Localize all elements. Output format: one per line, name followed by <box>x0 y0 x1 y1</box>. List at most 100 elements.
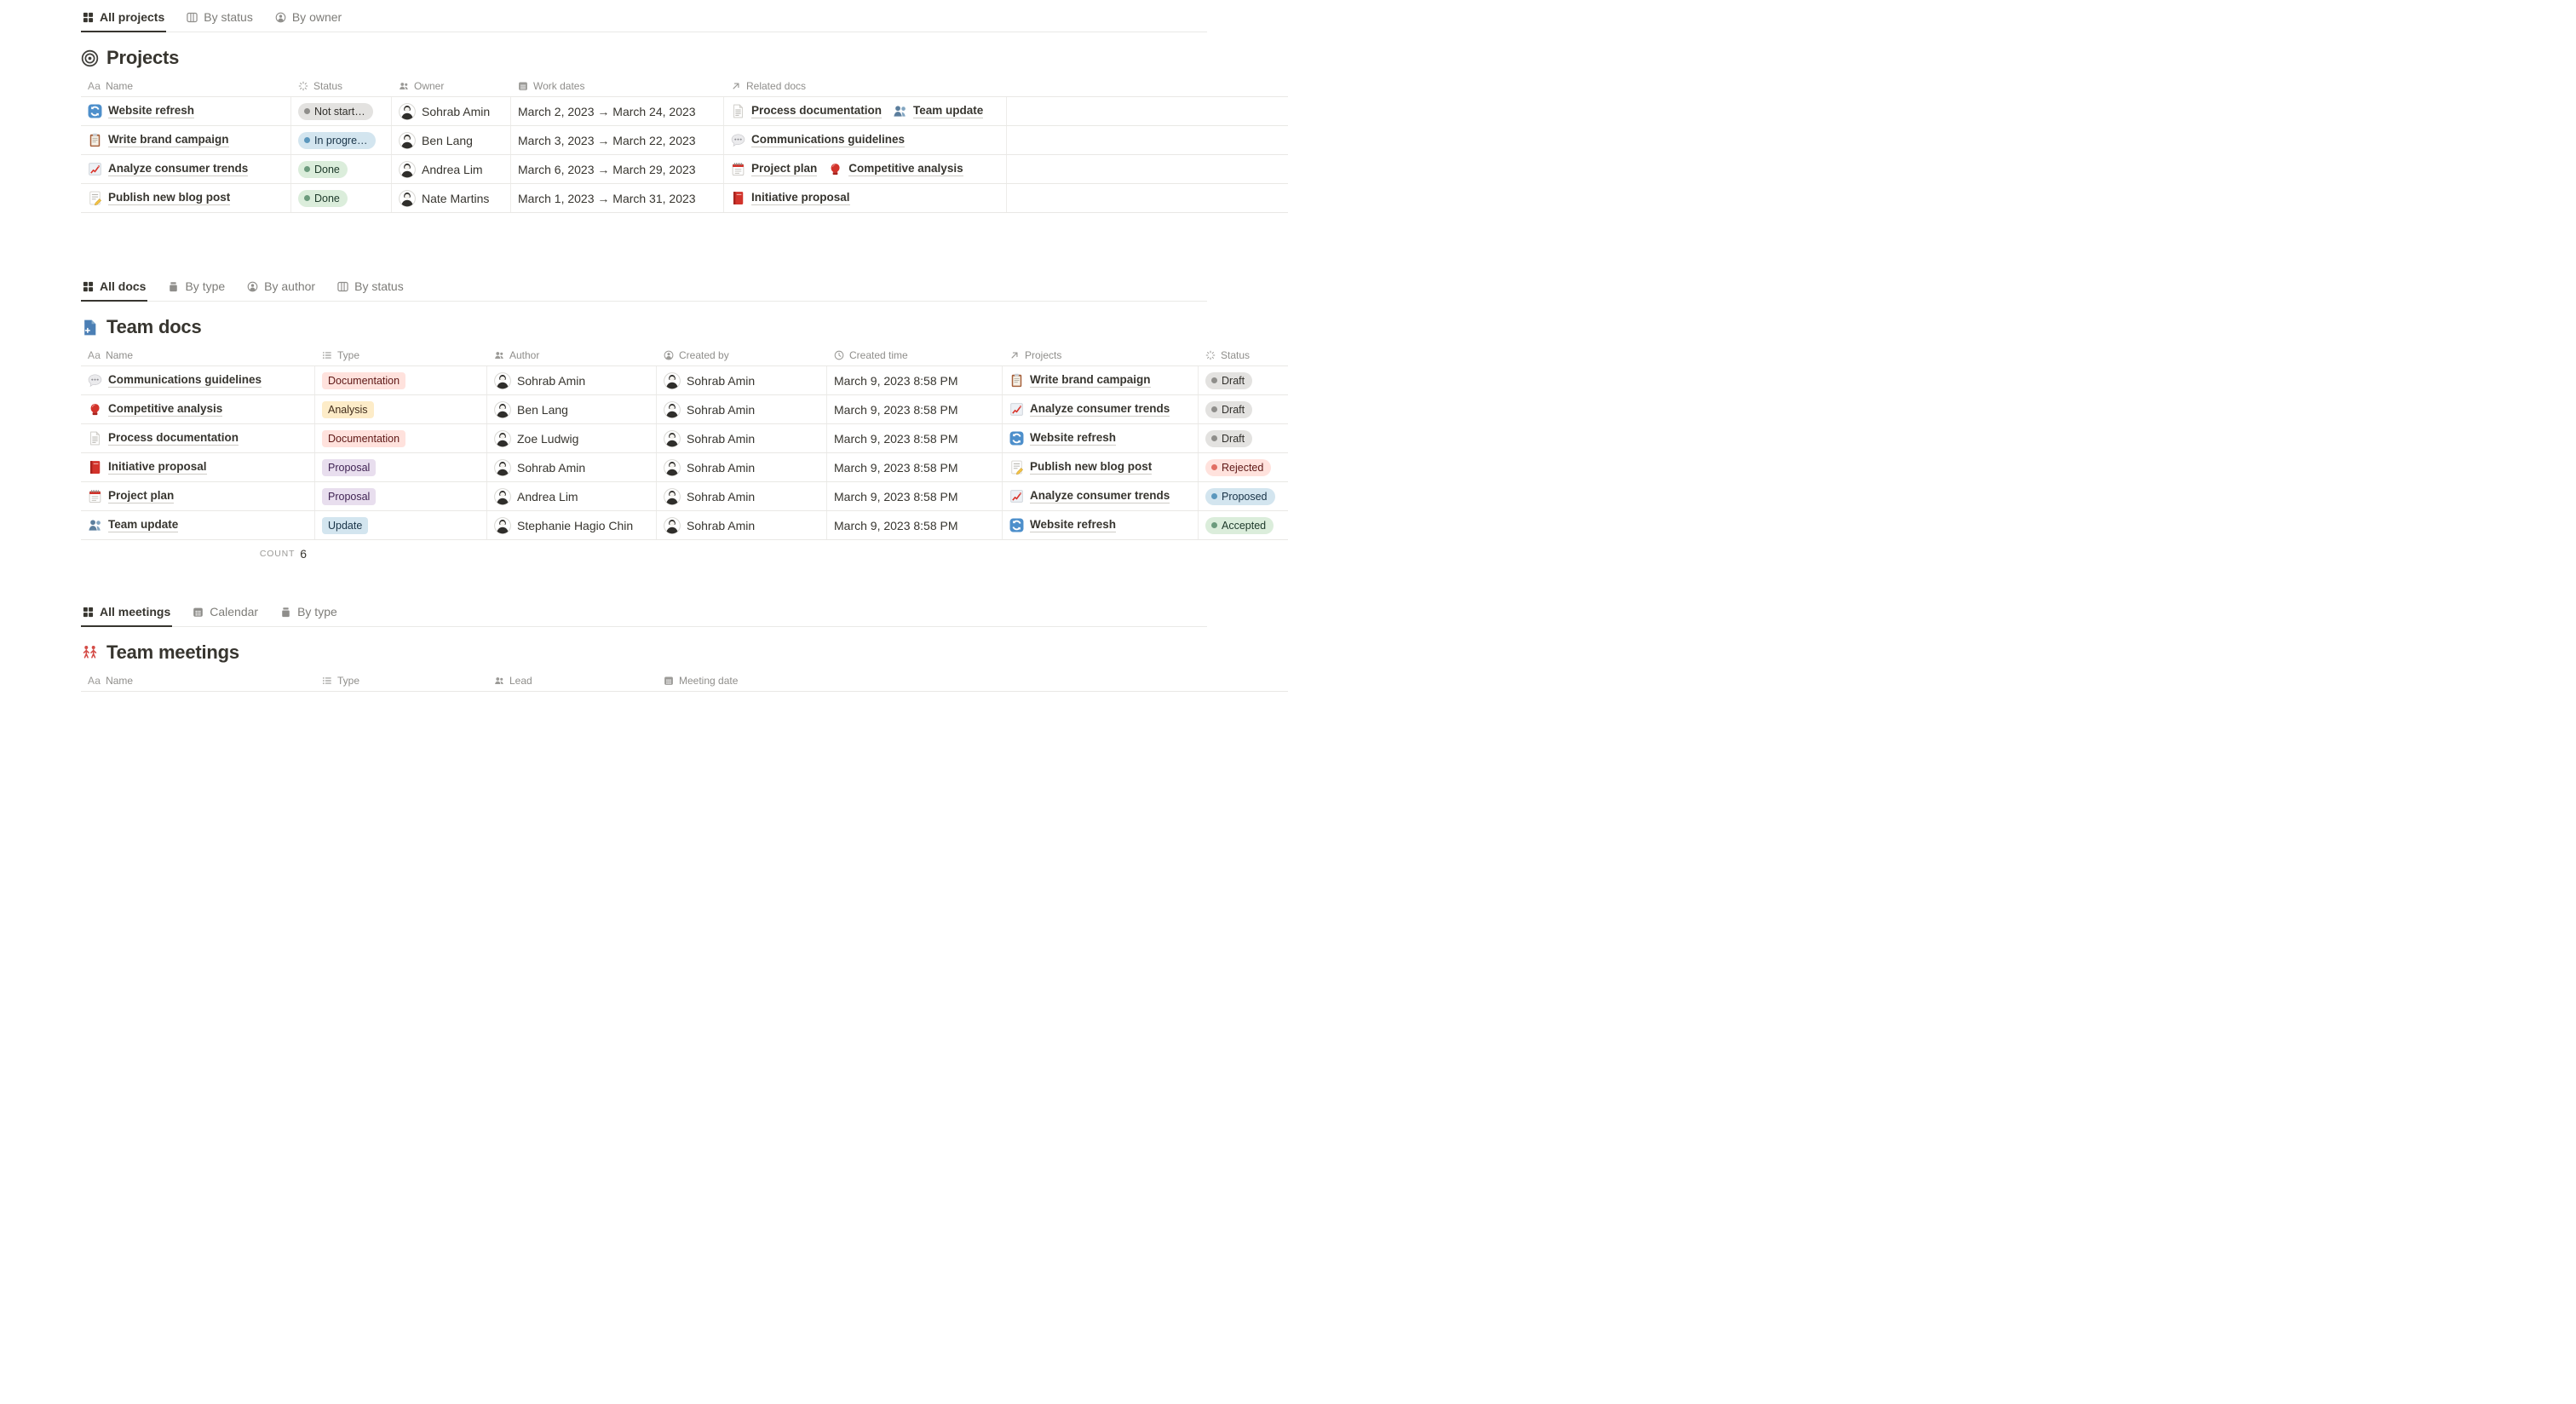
page-link[interactable]: Initiative proposal <box>108 460 207 475</box>
tab-all-docs[interactable]: All docs <box>81 274 148 302</box>
name-cell[interactable]: Competitive analysis <box>81 395 315 423</box>
name-cell[interactable]: Team update <box>81 511 315 539</box>
work-dates-cell[interactable]: March 2, 2023 → March 24, 2023 <box>511 97 724 125</box>
status-cell[interactable]: Rejected <box>1199 453 1288 481</box>
name-cell[interactable]: Communications guidelines <box>81 366 315 394</box>
tab-calendar[interactable]: Calendar <box>191 600 260 627</box>
work-dates-cell[interactable]: March 3, 2023 → March 22, 2023 <box>511 126 724 154</box>
relation-link[interactable]: Competitive analysis <box>828 162 963 176</box>
name-cell[interactable]: Website refresh <box>81 97 291 125</box>
author-cell[interactable]: Sohrab Amin <box>487 366 657 394</box>
projects-cell[interactable]: Analyze consumer trends <box>1003 482 1199 510</box>
related-docs-cell[interactable]: Project plan Competitive analysis <box>724 155 1007 183</box>
tab-by-status[interactable]: By status <box>336 274 405 302</box>
owner-cell[interactable]: Sohrab Amin <box>392 97 511 125</box>
owner-cell[interactable]: Nate Martins <box>392 184 511 212</box>
relation-link[interactable]: Website refresh <box>1009 518 1117 532</box>
tab-all-meetings[interactable]: All meetings <box>81 600 173 627</box>
projects-cell[interactable]: Website refresh <box>1003 511 1199 539</box>
name-cell[interactable]: Project plan <box>81 482 315 510</box>
tab-by-type[interactable]: By type <box>279 600 339 627</box>
column-header-meeting-date[interactable]: Meeting date <box>657 670 827 691</box>
status-cell[interactable]: Proposed <box>1199 482 1288 510</box>
related-docs-cell[interactable]: Process documentation Team update <box>724 97 1007 125</box>
author-cell[interactable]: Zoe Ludwig <box>487 424 657 452</box>
page-link[interactable]: Project plan <box>108 489 175 503</box>
page-link[interactable]: Analyze consumer trends <box>108 162 249 176</box>
relation-link[interactable]: Process documentation <box>731 104 883 118</box>
status-cell[interactable]: Done <box>291 184 392 212</box>
projects-db-title[interactable]: Projects <box>81 44 1288 72</box>
author-cell[interactable]: Sohrab Amin <box>487 453 657 481</box>
projects-cell[interactable]: Website refresh <box>1003 424 1199 452</box>
status-cell[interactable]: Draft <box>1199 395 1288 423</box>
author-cell[interactable]: Stephanie Hagio Chin <box>487 511 657 539</box>
work-dates-cell[interactable]: March 6, 2023 → March 29, 2023 <box>511 155 724 183</box>
status-cell[interactable]: In progre… <box>291 126 392 154</box>
column-header-status[interactable]: Status <box>1199 344 1288 365</box>
page-link[interactable]: Communications guidelines <box>108 373 262 388</box>
count-aggregate[interactable]: COUNT 6 <box>81 540 315 567</box>
relation-link[interactable]: Website refresh <box>1009 431 1117 446</box>
tab-by-owner[interactable]: By owner <box>273 5 343 32</box>
related-docs-cell[interactable]: Initiative proposal <box>724 184 1007 212</box>
author-cell[interactable]: Andrea Lim <box>487 482 657 510</box>
created-by-cell[interactable]: Sohrab Amin <box>657 453 827 481</box>
column-header-type[interactable]: Type <box>315 344 487 365</box>
team-docs-db-title[interactable]: Team docs <box>81 314 1288 341</box>
column-header-lead[interactable]: Lead <box>487 670 657 691</box>
tab-by-type[interactable]: By type <box>166 274 227 302</box>
relation-link[interactable]: Communications guidelines <box>731 133 906 147</box>
created-time-cell[interactable]: March 9, 2023 8:58 PM <box>827 395 1003 423</box>
tab-by-author[interactable]: By author <box>245 274 317 302</box>
name-cell[interactable]: Analyze consumer trends <box>81 155 291 183</box>
relation-link[interactable]: Analyze consumer trends <box>1009 402 1170 417</box>
projects-cell[interactable]: Analyze consumer trends <box>1003 395 1199 423</box>
name-cell[interactable]: Initiative proposal <box>81 453 315 481</box>
created-by-cell[interactable]: Sohrab Amin <box>657 482 827 510</box>
column-header-owner[interactable]: Owner <box>392 75 511 96</box>
column-header-related-docs[interactable]: Related docs <box>724 75 1007 96</box>
name-cell[interactable]: Publish new blog post <box>81 184 291 212</box>
created-time-cell[interactable]: March 9, 2023 8:58 PM <box>827 482 1003 510</box>
column-header-name[interactable]: Aa Name <box>88 348 134 361</box>
tab-all-projects[interactable]: All projects <box>81 5 167 32</box>
author-cell[interactable]: Ben Lang <box>487 395 657 423</box>
page-link[interactable]: Team update <box>108 518 179 532</box>
column-header-created-by[interactable]: Created by <box>657 344 827 365</box>
type-cell[interactable]: Proposal <box>315 482 487 510</box>
owner-cell[interactable]: Ben Lang <box>392 126 511 154</box>
created-time-cell[interactable]: March 9, 2023 8:58 PM <box>827 366 1003 394</box>
column-header-type[interactable]: Type <box>315 670 487 691</box>
created-time-cell[interactable]: March 9, 2023 8:58 PM <box>827 424 1003 452</box>
relation-link[interactable]: Publish new blog post <box>1009 460 1153 475</box>
type-cell[interactable]: Proposal <box>315 453 487 481</box>
page-link[interactable]: Process documentation <box>108 431 239 446</box>
column-header-author[interactable]: Author <box>487 344 657 365</box>
created-time-cell[interactable]: March 9, 2023 8:58 PM <box>827 453 1003 481</box>
name-cell[interactable]: Process documentation <box>81 424 315 452</box>
relation-link[interactable]: Team update <box>893 104 984 118</box>
created-time-cell[interactable]: March 9, 2023 8:58 PM <box>827 511 1003 539</box>
column-header-name[interactable]: Aa Name <box>88 79 134 92</box>
name-cell[interactable]: Write brand campaign <box>81 126 291 154</box>
projects-cell[interactable]: Publish new blog post <box>1003 453 1199 481</box>
page-link[interactable]: Website refresh <box>108 104 195 118</box>
column-header-created-time[interactable]: Created time <box>827 344 1003 365</box>
projects-cell[interactable]: Write brand campaign <box>1003 366 1199 394</box>
tab-by-status[interactable]: By status <box>185 5 255 32</box>
relation-link[interactable]: Analyze consumer trends <box>1009 489 1170 503</box>
status-cell[interactable]: Not start… <box>291 97 392 125</box>
page-link[interactable]: Publish new blog post <box>108 191 231 205</box>
relation-link[interactable]: Initiative proposal <box>731 191 850 205</box>
column-header-projects[interactable]: Projects <box>1003 344 1199 365</box>
status-cell[interactable]: Draft <box>1199 366 1288 394</box>
column-header-name[interactable]: Aa Name <box>88 674 134 687</box>
page-link[interactable]: Write brand campaign <box>108 133 229 147</box>
created-by-cell[interactable]: Sohrab Amin <box>657 424 827 452</box>
status-cell[interactable]: Draft <box>1199 424 1288 452</box>
created-by-cell[interactable]: Sohrab Amin <box>657 511 827 539</box>
related-docs-cell[interactable]: Communications guidelines <box>724 126 1007 154</box>
team-meetings-db-title[interactable]: Team meetings <box>81 639 1288 666</box>
column-header-status[interactable]: Status <box>291 75 392 96</box>
